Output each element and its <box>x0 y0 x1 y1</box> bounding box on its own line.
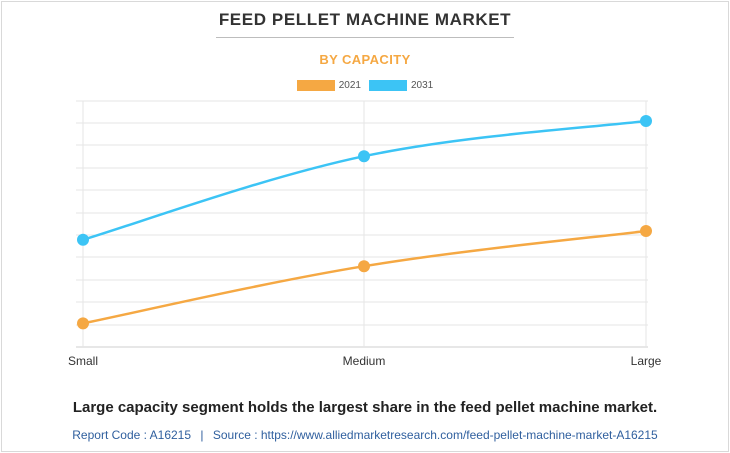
data-point-2031-large[interactable] <box>640 115 652 127</box>
legend-swatch-2021 <box>296 80 335 91</box>
data-point-2031-small[interactable] <box>77 233 89 246</box>
x-tick-label-medium: Medium <box>343 354 386 368</box>
x-axis-tick-labels: Small Medium Large <box>68 354 662 368</box>
footer-separator: | <box>200 428 204 442</box>
data-point-2021-large[interactable] <box>640 225 652 237</box>
data-point-2021-small[interactable] <box>77 317 89 330</box>
legend-label-2021: 2021 <box>338 80 361 91</box>
x-tick-label-large: Large <box>631 354 662 368</box>
data-point-2031-medium[interactable] <box>358 150 370 163</box>
footer: Report Code : A16215 | Source : https://… <box>0 428 730 442</box>
chart-title: FEED PELLET MACHINE MARKET <box>218 10 512 29</box>
title-underline <box>216 37 514 38</box>
legend-swatch-2031 <box>369 80 407 91</box>
legend-label-2031: 2031 <box>411 80 434 91</box>
report-code: Report Code : A16215 <box>72 428 192 442</box>
legend-item-2031[interactable]: 2031 <box>369 80 433 91</box>
legend: 2021 2031 <box>0 80 730 91</box>
chart-caption: Large capacity segment holds the largest… <box>72 399 658 416</box>
source-link[interactable]: Source : https://www.alliedmarketresearc… <box>212 428 658 442</box>
data-point-2021-medium[interactable] <box>358 260 370 273</box>
chart-subtitle: BY CAPACITY <box>319 52 411 67</box>
x-tick-label-small: Small <box>68 354 98 368</box>
data-points <box>77 115 652 330</box>
gridlines <box>76 100 648 348</box>
legend-item-2021[interactable]: 2021 <box>296 80 361 91</box>
